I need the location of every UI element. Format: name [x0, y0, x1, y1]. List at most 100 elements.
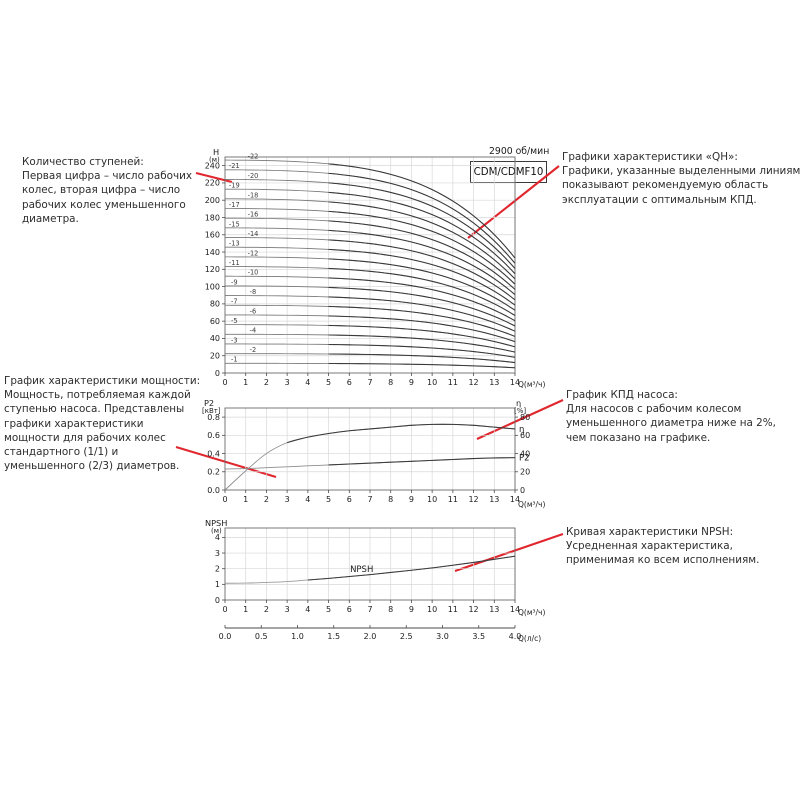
annotation-efficiency-title: График КПД насоса: — [566, 389, 678, 401]
svg-text:10: 10 — [427, 495, 437, 504]
svg-text:6: 6 — [347, 495, 352, 504]
svg-text:180: 180 — [205, 213, 220, 222]
svg-text:2.0: 2.0 — [364, 632, 377, 641]
rotation-speed-label: 2900 об/мин — [489, 146, 550, 157]
svg-text:12: 12 — [468, 378, 478, 387]
svg-text:8: 8 — [388, 378, 393, 387]
qh-y-axis-unit: (м) — [209, 156, 220, 164]
svg-text:120: 120 — [205, 265, 220, 274]
power-y-axis-label: P2 — [204, 398, 215, 408]
annotation-npsh-title: Кривая характеристики NPSH: — [566, 526, 734, 538]
annotation-stages-title: Количество ступеней: — [22, 156, 144, 168]
svg-text:60: 60 — [210, 317, 220, 326]
annotation-power-title: График характеристики мощности: — [4, 375, 201, 387]
svg-text:3: 3 — [215, 549, 220, 558]
svg-text:0.6: 0.6 — [207, 431, 220, 440]
annotation-qh: Графики характеристики «QH»: Графики, ук… — [562, 150, 800, 207]
svg-text:0: 0 — [215, 596, 220, 605]
npsh-x-axis-label: Q(м³/ч) — [518, 608, 546, 617]
svg-text:80: 80 — [520, 413, 530, 422]
annotation-efficiency-line-2: чем показано на графике. — [566, 431, 711, 444]
svg-text:1: 1 — [243, 495, 248, 504]
svg-text:0: 0 — [222, 605, 227, 614]
svg-text:0.0: 0.0 — [207, 486, 220, 495]
svg-text:1.0: 1.0 — [291, 632, 304, 641]
npsh-y-axis-unit: (м) — [211, 527, 222, 535]
svg-text:4: 4 — [305, 605, 310, 614]
svg-text:-15: -15 — [229, 220, 240, 228]
svg-text:-22: -22 — [248, 153, 259, 161]
svg-text:4.0: 4.0 — [509, 632, 522, 641]
svg-text:η: η — [519, 425, 524, 435]
svg-text:1: 1 — [243, 378, 248, 387]
svg-text:12: 12 — [468, 605, 478, 614]
svg-text:11: 11 — [448, 605, 458, 614]
svg-text:-7: -7 — [231, 298, 238, 306]
annotation-efficiency: График КПД насоса: Для насосов с рабочим… — [566, 388, 800, 445]
svg-text:-13: -13 — [229, 240, 240, 248]
svg-text:P2: P2 — [519, 454, 530, 464]
annotation-qh-line-1: показывают рекомендуемую область — [562, 179, 769, 192]
npsh-y-axis-label: NPSH — [205, 518, 228, 528]
svg-text:40: 40 — [520, 449, 530, 458]
annotation-npsh: Кривая характеристики NPSH: Усредненная … — [566, 525, 800, 568]
svg-text:4: 4 — [215, 533, 220, 542]
annotation-efficiency-line-0: Для насосов с рабочим колесом — [566, 403, 742, 416]
annotation-power: График характеристики мощности: Мощность… — [4, 374, 209, 473]
svg-text:-9: -9 — [231, 278, 238, 286]
annotation-npsh-line-0: Усредненная характеристика, — [566, 540, 733, 553]
svg-text:0: 0 — [222, 378, 227, 387]
svg-text:9: 9 — [409, 495, 414, 504]
svg-text:3: 3 — [285, 605, 290, 614]
svg-text:11: 11 — [448, 495, 458, 504]
svg-text:0.8: 0.8 — [207, 413, 220, 422]
svg-text:-19: -19 — [229, 182, 240, 190]
svg-text:11: 11 — [448, 378, 458, 387]
svg-text:10: 10 — [427, 605, 437, 614]
annotation-npsh-line-1: применимая ко всем исполнениям. — [566, 554, 760, 567]
svg-text:0: 0 — [222, 495, 227, 504]
svg-text:3: 3 — [285, 495, 290, 504]
svg-text:13: 13 — [489, 495, 499, 504]
svg-text:8: 8 — [388, 495, 393, 504]
svg-text:-17: -17 — [229, 201, 240, 209]
annotation-stages: Количество ступеней: Первая цифра – числ… — [22, 155, 237, 226]
svg-text:4: 4 — [305, 495, 310, 504]
qh-chart: H (м) Q(м³/ч) 0 20 40 60 80 100 120 140 160 180 20… — [200, 145, 550, 395]
annotation-efficiency-line-1: уменьшенного диаметра ниже на 2%, — [566, 417, 776, 430]
svg-text:100: 100 — [205, 282, 220, 291]
annotation-power-line-3: мощности для рабочих колес — [4, 431, 166, 444]
qh-x-axis-label: Q(м³/ч) — [518, 380, 546, 389]
svg-text:0.5: 0.5 — [255, 632, 268, 641]
svg-text:7: 7 — [367, 495, 372, 504]
svg-text:12: 12 — [468, 495, 478, 504]
svg-text:240: 240 — [205, 161, 220, 170]
svg-text:0: 0 — [215, 369, 220, 378]
efficiency-y-axis-label: η — [516, 398, 522, 408]
svg-text:2.5: 2.5 — [400, 632, 413, 641]
svg-text:-5: -5 — [231, 317, 238, 325]
annotation-power-line-0: Мощность, потребляемая каждой — [4, 389, 191, 402]
svg-text:-6: -6 — [250, 307, 257, 315]
qh-y-axis-label: H — [213, 147, 220, 157]
power-y-axis-unit: [кВт] — [202, 407, 221, 415]
svg-text:7: 7 — [367, 605, 372, 614]
svg-text:2: 2 — [264, 378, 269, 387]
svg-text:1: 1 — [243, 605, 248, 614]
svg-text:13: 13 — [489, 605, 499, 614]
svg-text:0: 0 — [520, 486, 525, 495]
annotation-stages-line-3: диаметра. — [22, 212, 79, 225]
power-x-axis-label: Q(м³/ч) — [518, 500, 546, 509]
npsh-x-axis-label-lps: Q(л/с) — [518, 634, 542, 643]
svg-text:5: 5 — [326, 605, 331, 614]
svg-text:9: 9 — [409, 378, 414, 387]
annotation-power-line-2: графики характеристики — [4, 417, 144, 430]
svg-text:3.5: 3.5 — [472, 632, 485, 641]
svg-text:-21: -21 — [229, 162, 240, 170]
svg-text:9: 9 — [409, 605, 414, 614]
svg-text:-18: -18 — [248, 191, 259, 199]
svg-text:NPSH: NPSH — [350, 565, 373, 575]
